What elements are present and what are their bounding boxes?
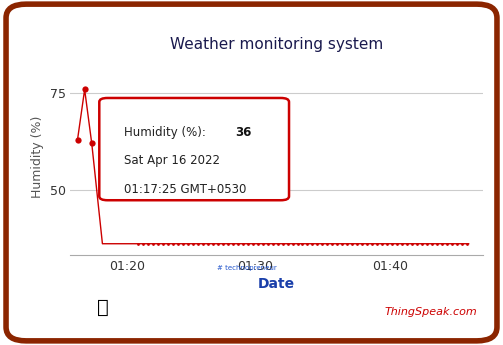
Text: Sat Apr 16 2022: Sat Apr 16 2022 xyxy=(124,154,220,167)
Y-axis label: Humidity (%): Humidity (%) xyxy=(31,116,44,198)
Text: THE ENGINEERING: THE ENGINEERING xyxy=(146,295,226,304)
Text: ⧉   ◯   ✏   ×: ⧉ ◯ ✏ × xyxy=(399,23,468,34)
Text: 01:17:25 GMT+0530: 01:17:25 GMT+0530 xyxy=(124,183,246,196)
X-axis label: Date: Date xyxy=(258,277,295,291)
Text: 36: 36 xyxy=(235,126,252,138)
Text: 🤖: 🤖 xyxy=(97,297,109,317)
FancyBboxPatch shape xyxy=(99,98,289,200)
Text: PROJECTS: PROJECTS xyxy=(165,311,207,320)
Text: ThingSpeak.com: ThingSpeak.com xyxy=(385,307,477,317)
Text: Field 2 Chart: Field 2 Chart xyxy=(18,22,119,36)
Text: Humidity (%):: Humidity (%): xyxy=(124,126,206,138)
Text: # technopreneur: # technopreneur xyxy=(217,265,277,271)
Title: Weather monitoring system: Weather monitoring system xyxy=(170,37,383,52)
